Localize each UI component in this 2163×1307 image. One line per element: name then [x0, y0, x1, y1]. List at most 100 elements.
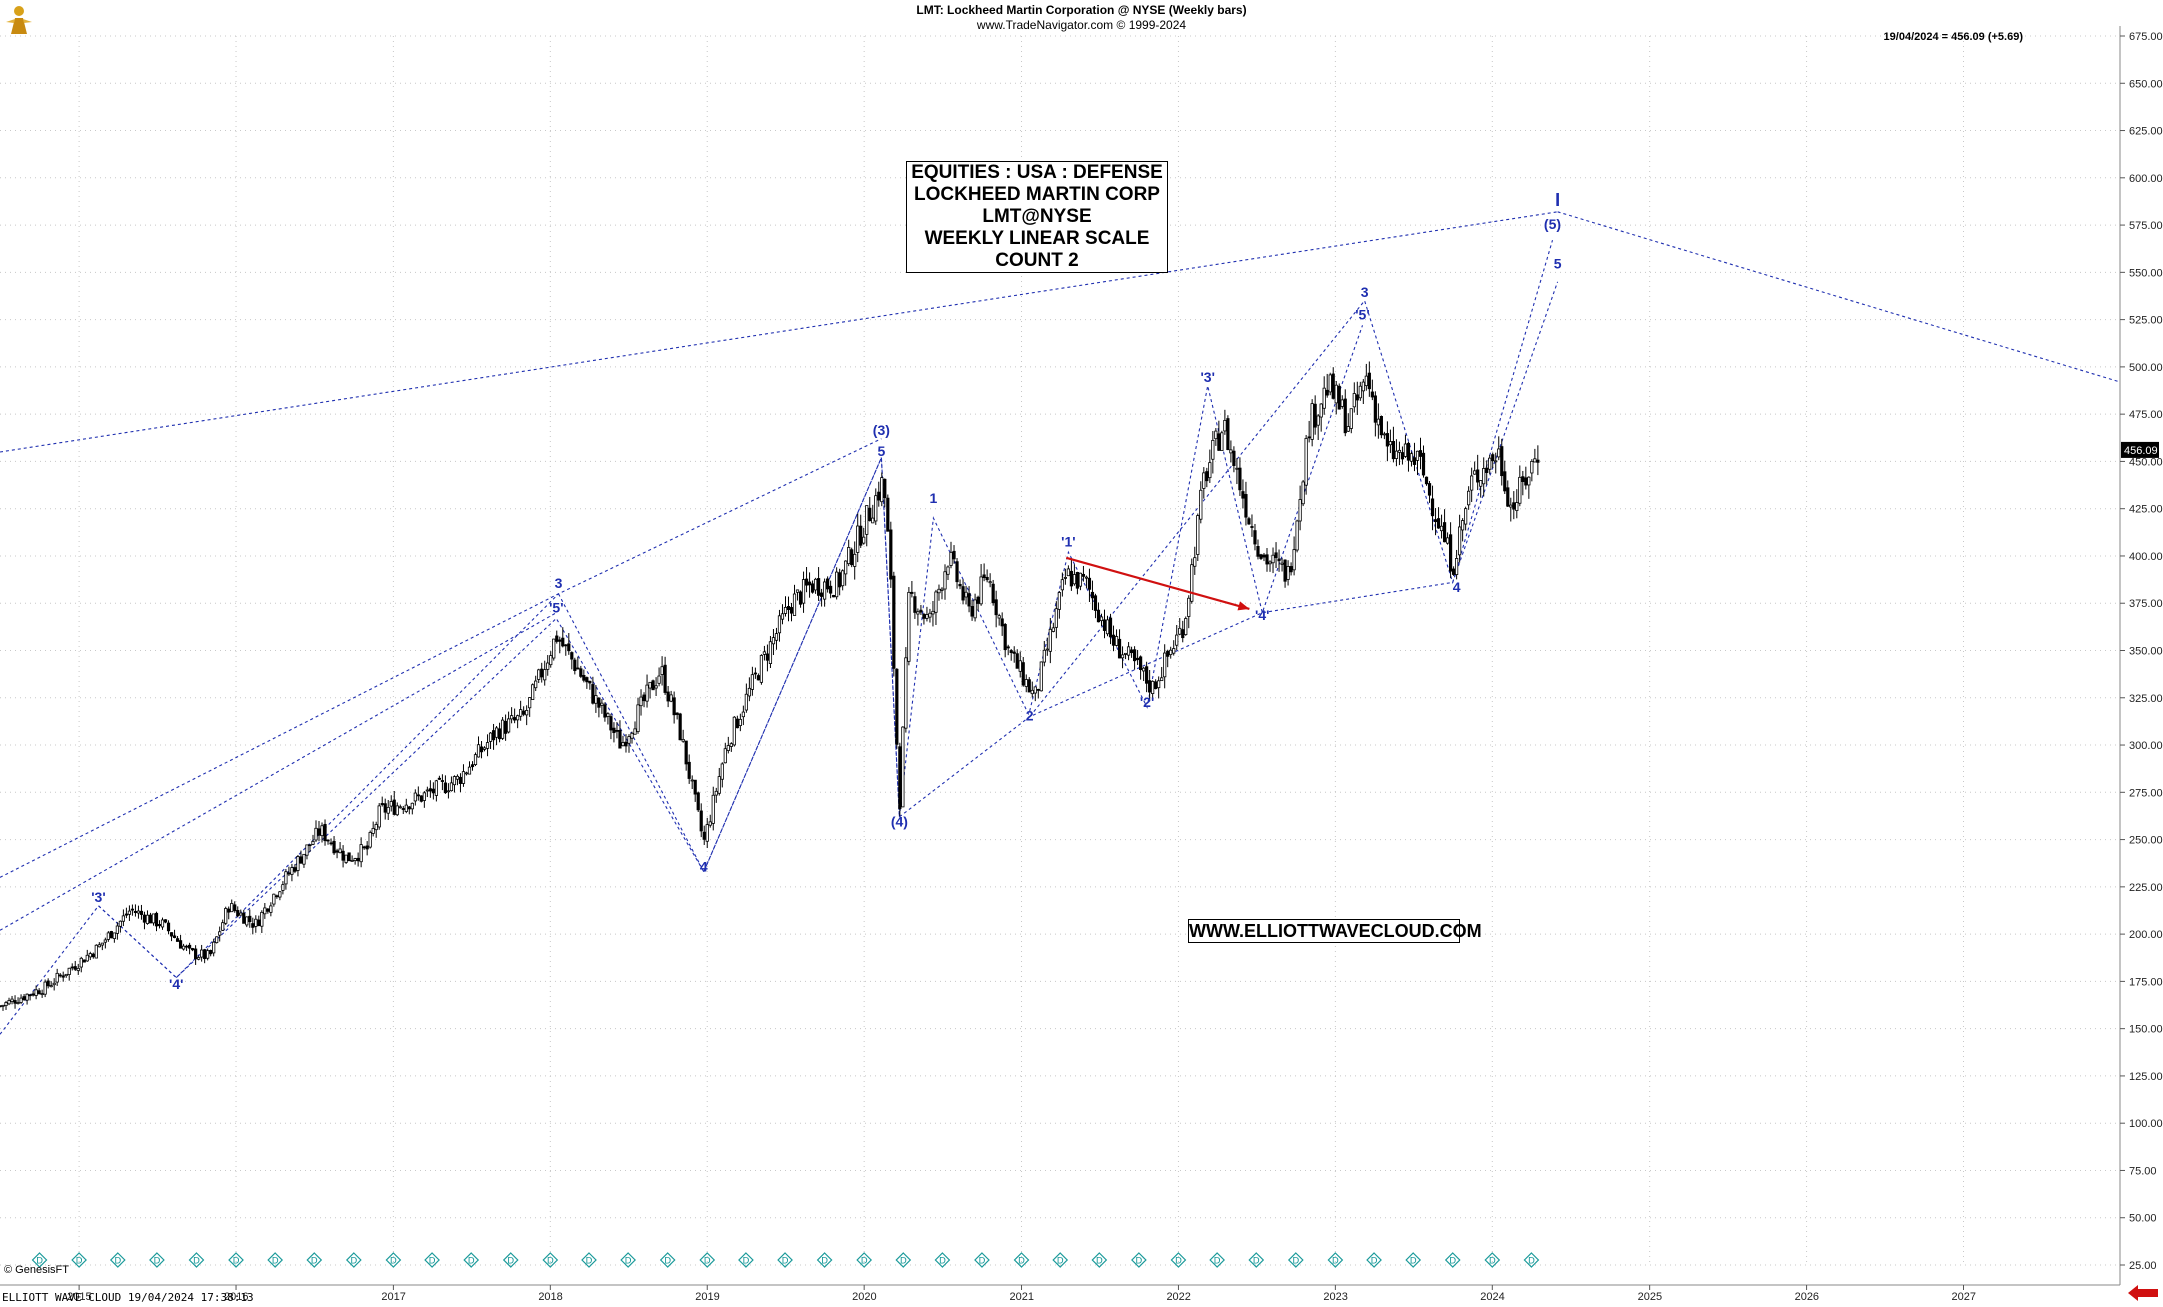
dividend-marker-letter: D	[547, 1257, 554, 1267]
dividend-marker-icon	[1444, 1252, 1461, 1268]
candle-body	[886, 497, 890, 532]
candle-body	[488, 732, 493, 742]
candle-body	[121, 915, 125, 922]
candle-body	[582, 675, 586, 681]
chart-title: LMT: Lockheed Martin Corporation @ NYSE …	[916, 3, 1247, 17]
candle-body	[449, 782, 454, 792]
candle-body	[1093, 595, 1098, 611]
candle-body	[1060, 579, 1064, 591]
red-left-arrow-icon[interactable]	[2126, 1284, 2160, 1302]
candle-body	[609, 716, 613, 731]
candle-body	[507, 718, 511, 733]
candle-body	[272, 893, 276, 905]
candle-body	[826, 578, 830, 590]
candle-body	[251, 923, 255, 928]
candle-body	[522, 710, 526, 715]
candle-body	[940, 588, 944, 591]
candle-body	[1250, 526, 1254, 528]
candle-body	[1364, 375, 1368, 387]
candle-body	[1461, 520, 1465, 531]
candle-body	[1120, 654, 1125, 659]
y-tick-label: 675.00	[2129, 31, 2163, 43]
candle-body	[440, 780, 445, 782]
candle-body	[55, 972, 59, 983]
candle-body	[880, 477, 884, 503]
candle-body	[124, 913, 129, 916]
dividend-marker-letter: D	[861, 1257, 868, 1267]
candle-body	[829, 585, 833, 594]
candle-body	[504, 720, 508, 734]
candle-body	[1286, 566, 1290, 580]
candle-body	[139, 910, 144, 915]
candle-body	[1054, 608, 1058, 628]
candle-body	[564, 644, 568, 647]
candle-body	[73, 966, 77, 970]
candle-body	[1343, 398, 1347, 434]
wave-label: 2	[1026, 707, 1034, 723]
dividend-marker-letter: D	[978, 1257, 985, 1267]
candle-body	[967, 593, 971, 607]
candle-body	[1280, 562, 1284, 565]
dividend-marker-icon	[816, 1252, 833, 1268]
candle-body	[359, 844, 363, 863]
candle-body	[70, 966, 74, 969]
candle-body	[1445, 537, 1450, 544]
dividend-marker-letter: D	[704, 1257, 711, 1267]
wave-label: 3	[555, 575, 563, 591]
website-label: WWW.ELLIOTTWAVECLOUD.COM	[1188, 919, 1482, 943]
candle-body	[774, 633, 779, 641]
candle-body	[994, 599, 998, 616]
dividend-marker-icon	[1131, 1252, 1147, 1268]
candle-body	[795, 589, 800, 593]
x-tick-label: 2025	[1638, 1291, 1662, 1303]
candle-body	[209, 950, 213, 955]
candle-body	[178, 940, 183, 949]
candle-body	[500, 719, 505, 739]
last-price-tag	[2121, 441, 2159, 458]
candle-body	[1328, 374, 1332, 393]
candle-body	[925, 614, 929, 619]
dividend-marker-icon	[149, 1252, 165, 1268]
candle-body	[1473, 470, 1477, 475]
candle-body	[612, 727, 616, 734]
candle-body	[329, 842, 333, 845]
candle-body	[218, 931, 222, 936]
candle-body	[43, 981, 47, 995]
dividend-marker-letter: D	[1057, 1257, 1064, 1267]
candle-body	[58, 974, 62, 977]
candle-body	[1172, 648, 1176, 654]
candle-body	[765, 653, 770, 661]
candle-body	[669, 694, 673, 702]
candle-body	[898, 746, 902, 810]
candle-body	[651, 680, 655, 691]
candle-body	[1479, 480, 1483, 487]
candle-body	[813, 578, 818, 591]
candle-body	[750, 674, 754, 690]
candle-body	[1358, 385, 1362, 399]
candle-body	[1169, 649, 1173, 656]
candle-body	[871, 517, 875, 524]
candle-body	[299, 856, 303, 864]
dividend-marker-letter: D	[1449, 1257, 1456, 1267]
candle-body	[1003, 624, 1007, 651]
candle-body	[1241, 491, 1245, 499]
candle-body	[531, 684, 535, 700]
candle-body	[22, 996, 26, 1001]
info-line: WEEKLY LINEAR SCALE	[924, 228, 1150, 249]
wave-line	[0, 211, 1558, 453]
dividend-marker-letter: D	[1332, 1257, 1339, 1267]
candle-body	[762, 651, 767, 655]
wave-line	[898, 281, 1559, 817]
wave-label: 4	[1453, 579, 1461, 595]
candle-body	[1349, 408, 1353, 429]
candle-body	[576, 667, 580, 670]
dividend-marker-letter: D	[429, 1257, 436, 1267]
candle-body	[1154, 681, 1158, 690]
candle-body	[1322, 387, 1326, 409]
candle-body	[1352, 393, 1356, 408]
candle-body	[118, 920, 122, 927]
dividend-marker-icon	[1209, 1252, 1225, 1268]
candle-body	[988, 581, 992, 584]
candle-body	[1397, 449, 1402, 453]
